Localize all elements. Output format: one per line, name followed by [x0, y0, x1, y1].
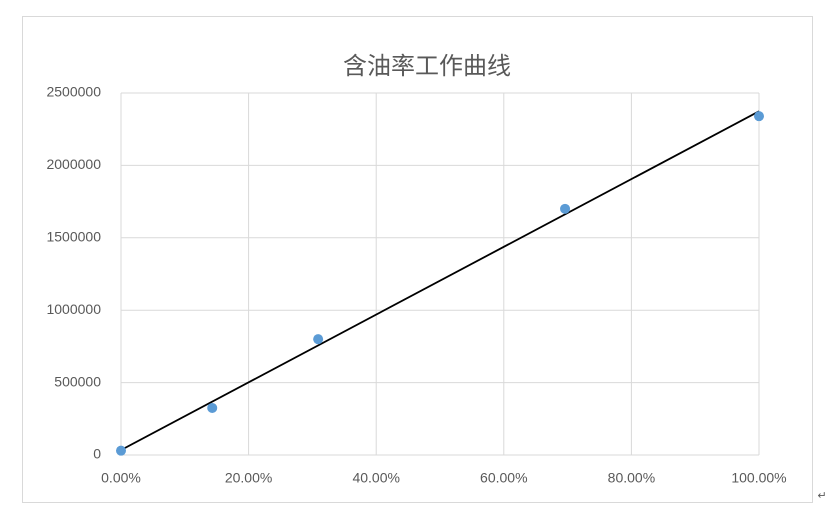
paragraph-mark: ↵: [817, 490, 826, 502]
x-tick-label: 40.00%: [352, 470, 399, 486]
point: [116, 445, 126, 456]
y-tick-label: 1000000: [46, 301, 101, 317]
point: [754, 111, 764, 122]
chart-border: [22, 16, 813, 503]
x-tick-label: 60.00%: [480, 470, 527, 486]
x-tick-label: 100.00%: [731, 470, 786, 486]
x-tick-label: 0.00%: [101, 470, 141, 486]
y-tick-label: 2000000: [46, 156, 101, 172]
x-tick-label: 20.00%: [225, 470, 272, 486]
trendline: [120, 110, 760, 451]
y-tick-label: 500000: [54, 373, 101, 389]
chart-title: 含油率工作曲线: [343, 52, 511, 80]
point: [560, 203, 571, 214]
y-tick-label: 1500000: [46, 229, 101, 245]
point: [313, 334, 324, 345]
y-tick-label: 2500000: [46, 84, 101, 100]
y-tick-label: 0: [93, 446, 101, 462]
point: [207, 402, 218, 413]
x-tick-label: 80.00%: [608, 470, 655, 486]
